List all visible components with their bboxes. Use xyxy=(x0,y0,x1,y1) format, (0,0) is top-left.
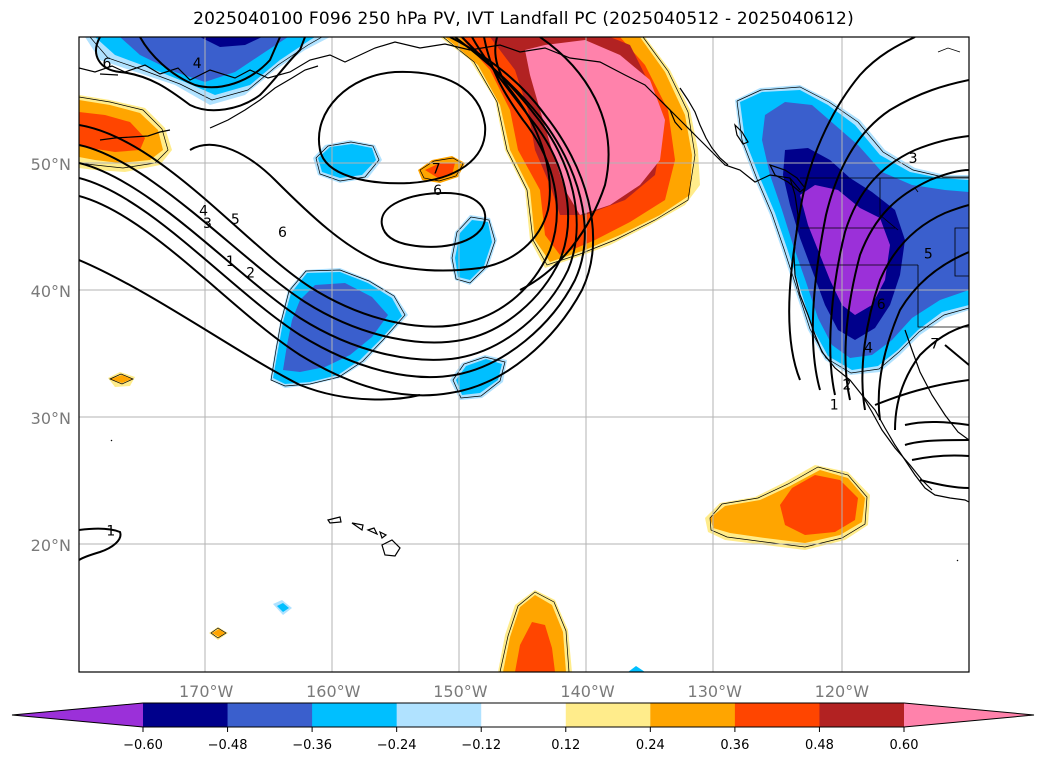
latitude-label: 30°N xyxy=(31,409,71,428)
colorbar-block xyxy=(227,703,313,727)
longitude-label: 120°W xyxy=(815,682,870,701)
anomaly-fill-pos3 xyxy=(780,475,858,535)
contour-label: 5 xyxy=(231,212,240,228)
longitude-label: 170°W xyxy=(179,682,234,701)
contour-label: 1 xyxy=(106,523,115,539)
anomaly-fill-neg2 xyxy=(628,666,645,672)
contour-label: 6 xyxy=(103,56,112,72)
longitude-label: 140°W xyxy=(560,682,615,701)
colorbar-block xyxy=(481,703,567,727)
colorbar-tick-label: 0.48 xyxy=(805,738,834,753)
anomaly-fill-neg4 xyxy=(200,37,262,47)
colorbar-tick-label: 0.36 xyxy=(720,738,749,753)
contour-label: 1 xyxy=(226,254,235,270)
latitude-label: 50°N xyxy=(31,155,71,174)
contour-label: 2 xyxy=(842,377,851,393)
contour-label: 4 xyxy=(193,56,202,72)
colorbar-labels: −0.60 −0.48 −0.36 −0.24 −0.12 0.12 0.24 0.36 0.4… xyxy=(123,738,918,753)
colorbar: −0.60 −0.48 −0.36 −0.24 −0.12 0.12 0.24 0.36 0.4… xyxy=(11,702,1035,753)
colorbar-blocks xyxy=(143,703,905,727)
colorbar-tick-label: −0.36 xyxy=(292,738,332,753)
latitude-labels: 20°N 30°N 40°N 50°N xyxy=(31,155,71,555)
colorbar-tick-label: −0.48 xyxy=(208,738,248,753)
colorbar-block xyxy=(565,703,651,727)
latitude-label: 40°N xyxy=(31,282,71,301)
anomaly-fill-neg2 xyxy=(277,603,289,612)
contour-label: 1 xyxy=(830,398,839,414)
contour-label: 7 xyxy=(432,161,441,177)
colorbar-ticks xyxy=(142,727,905,732)
anomaly-fill-pos3 xyxy=(79,112,145,152)
contour-label: 7 xyxy=(930,337,939,353)
colorbar-extend-high xyxy=(904,703,1034,727)
colorbar-tick-label: −0.12 xyxy=(461,738,501,753)
anomaly-fill-neg2 xyxy=(455,220,492,280)
anomaly-fill-pos2 xyxy=(110,375,132,383)
colorbar-block xyxy=(650,703,736,727)
colorbar-tick-label: 0.12 xyxy=(551,738,580,753)
anomaly-fill-neg3 xyxy=(120,37,288,82)
longitude-labels: 170°W 160°W 150°W 140°W 130°W 120°W xyxy=(179,682,869,701)
positive-anomaly-subtropical xyxy=(705,465,870,550)
contour-label: 6 xyxy=(278,225,287,241)
map-title: 2025040100 F096 250 hPa PV, IVT Landfall… xyxy=(193,9,854,29)
contour-label: 4 xyxy=(864,340,873,356)
contour-label: 4 xyxy=(199,203,208,219)
contour-label: 2 xyxy=(246,265,255,281)
colorbar-block xyxy=(734,703,820,727)
anomaly-fill-pos3 xyxy=(425,163,455,178)
colorbar-tick-label: 0.60 xyxy=(890,738,919,753)
anomaly-fill-pos3 xyxy=(515,622,555,672)
longitude-label: 160°W xyxy=(306,682,361,701)
longitude-label: 150°W xyxy=(433,682,488,701)
pv-contours xyxy=(79,37,969,561)
map-frame xyxy=(78,36,970,673)
contour-label: 6 xyxy=(877,297,886,313)
contour-label: 3 xyxy=(203,216,212,232)
anomaly-fill-neg2 xyxy=(456,359,502,395)
latitude-label: 20°N xyxy=(31,536,71,555)
contour-label: 5 xyxy=(924,246,933,262)
anomaly-fill-neg5 xyxy=(800,185,890,315)
colorbar-tick-label: −0.24 xyxy=(377,738,417,753)
colorbar-block xyxy=(312,703,398,727)
colorbar-tick-label: 0.24 xyxy=(636,738,665,753)
colorbar-block xyxy=(143,703,229,727)
colorbar-block xyxy=(819,703,905,727)
colorbar-block xyxy=(396,703,482,727)
contour-label: 6 xyxy=(433,183,442,199)
contour-label: 3 xyxy=(909,151,918,167)
colorbar-tick-label: −0.60 xyxy=(123,738,163,753)
anomaly-fill-pos2 xyxy=(212,629,225,637)
longitude-label: 130°W xyxy=(688,682,743,701)
colorbar-extend-low xyxy=(12,703,143,727)
